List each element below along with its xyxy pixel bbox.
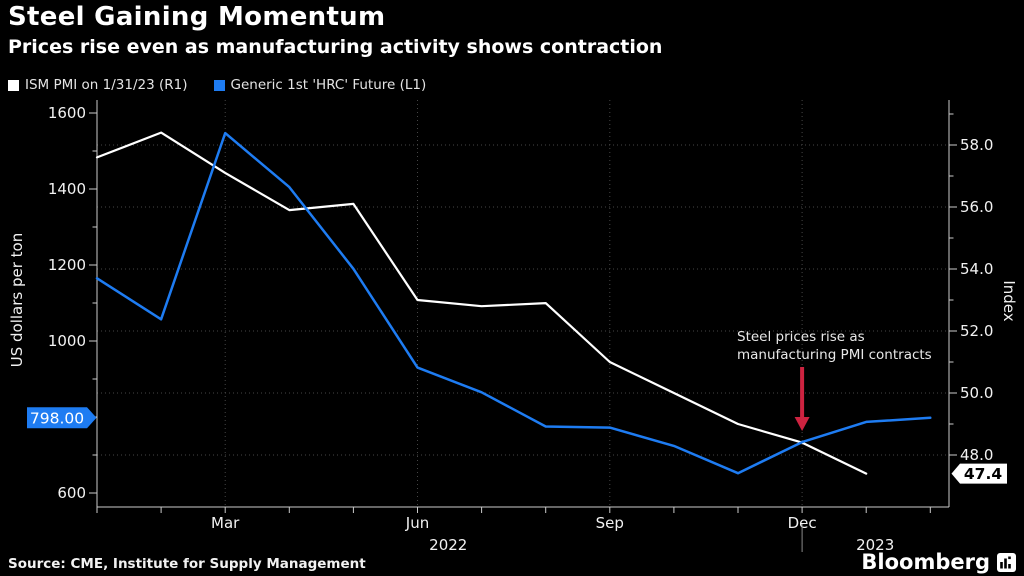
svg-text:1000: 1000: [48, 332, 86, 350]
legend-swatch-white-icon: [8, 79, 19, 91]
svg-text:US dollars per ton: US dollars per ton: [8, 233, 26, 368]
bloomberg-brand: Bloomberg: [861, 550, 1016, 574]
svg-text:52.0: 52.0: [960, 322, 993, 340]
legend-item-ism-pmi: ISM PMI on 1/31/23 (R1): [8, 77, 188, 93]
svg-text:Jun: Jun: [405, 514, 429, 532]
svg-text:1200: 1200: [48, 256, 86, 274]
svg-text:47.4: 47.4: [964, 465, 1002, 483]
page-title: Steel Gaining Momentum: [8, 2, 386, 32]
series-hrc-future: [95, 131, 932, 475]
svg-text:600: 600: [57, 484, 86, 502]
svg-text:2022: 2022: [429, 536, 467, 554]
svg-text:2023: 2023: [856, 536, 894, 554]
svg-text:48.0: 48.0: [960, 446, 993, 464]
svg-text:Index: Index: [1000, 280, 1018, 321]
svg-text:58.0: 58.0: [960, 136, 993, 154]
x-axis: Mar Jun Sep Dec 2022 2023: [96, 507, 931, 554]
source-note: Source: CME, Institute for Supply Manage…: [8, 556, 366, 572]
svg-text:1600: 1600: [48, 104, 86, 122]
svg-text:1400: 1400: [48, 180, 86, 198]
left-axis: 1600 1400 1200 1000 600 US dollars per ton: [8, 104, 97, 502]
svg-text:Steel prices rise as: Steel prices rise as: [737, 329, 865, 345]
legend-item-hrc-future: Generic 1st 'HRC' Future (L1): [213, 77, 427, 93]
svg-text:Mar: Mar: [211, 514, 240, 532]
svg-text:798.00: 798.00: [30, 409, 84, 427]
svg-text:56.0: 56.0: [960, 198, 993, 216]
svg-text:Sep: Sep: [596, 514, 624, 532]
last-value-badge-ism: 47.4: [951, 463, 1007, 484]
bloomberg-wordmark: Bloomberg: [861, 550, 990, 574]
legend: ISM PMI on 1/31/23 (R1) Generic 1st 'HRC…: [8, 77, 426, 93]
annotation: Steel prices rise as manufacturing PMI co…: [737, 329, 932, 431]
svg-text:manufacturing PMI contracts: manufacturing PMI contracts: [737, 347, 932, 363]
last-value-badge-hrc: 798.00: [27, 407, 97, 429]
bloomberg-logo-icon: [997, 552, 1016, 572]
annotation-arrow-icon: [794, 367, 810, 431]
legend-swatch-blue-icon: [213, 79, 225, 91]
svg-text:Dec: Dec: [788, 514, 817, 532]
right-axis: 58.0 56.0 54.0 52.0 50.0 48.0 Index: [949, 113, 1018, 464]
svg-text:50.0: 50.0: [960, 384, 993, 402]
legend-label-hrc-future: Generic 1st 'HRC' Future (L1): [230, 77, 427, 93]
series-ism-pmi: [95, 131, 868, 475]
chart-subtitle: Prices rise even as manufacturing activi…: [8, 36, 663, 58]
legend-label-ism-pmi: ISM PMI on 1/31/23 (R1): [25, 77, 188, 93]
svg-text:54.0: 54.0: [960, 260, 993, 278]
